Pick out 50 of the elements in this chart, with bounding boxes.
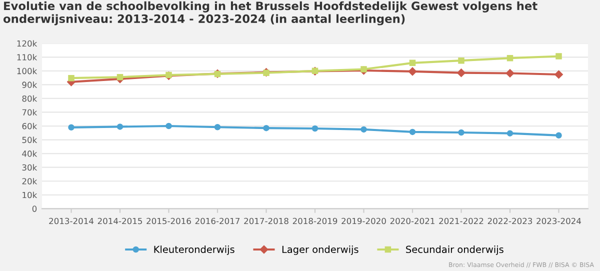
y-tick-label: 60k xyxy=(22,122,38,130)
y-tick-label: 90k xyxy=(22,82,38,88)
x-tick-label: 2017-2018 xyxy=(244,218,288,224)
legend-label: Secundair onderwijs xyxy=(406,246,504,255)
point xyxy=(556,53,562,60)
y-tick-label: 120k xyxy=(17,40,38,47)
x-tick-label: 2023-2024 xyxy=(536,218,581,224)
legend-label: Lager onderwijs xyxy=(282,246,358,255)
point xyxy=(506,130,514,136)
point xyxy=(116,74,124,80)
point xyxy=(409,60,416,66)
point xyxy=(457,68,466,77)
point xyxy=(116,124,124,130)
x-tick-label: 2019-2020 xyxy=(342,218,386,224)
x-tick-label: 2018-2019 xyxy=(292,218,338,224)
y-tick-label: 0 xyxy=(32,206,37,212)
x-tick-label: 2015-2016 xyxy=(146,218,191,224)
x-tick-label: 2020-2021 xyxy=(390,218,434,224)
point xyxy=(409,128,416,136)
x-tick-label: 2021-2022 xyxy=(439,218,484,224)
point xyxy=(458,129,464,136)
y-tick-label: 110k xyxy=(17,54,38,60)
point xyxy=(458,57,464,64)
y-tick-label: 20k xyxy=(22,178,38,184)
y-tick-label: 100k xyxy=(17,68,38,74)
point xyxy=(312,125,318,132)
point xyxy=(408,67,417,76)
point xyxy=(263,124,270,132)
x-tick-label: 2014-2015 xyxy=(98,218,142,224)
legend-label: Kleuteronderwijs xyxy=(154,246,234,255)
y-tick-label: 40k xyxy=(22,150,38,157)
y-tick-label: 30k xyxy=(22,164,38,171)
point xyxy=(360,66,367,72)
point xyxy=(506,54,514,62)
y-tick-label: 50k xyxy=(22,136,38,144)
point xyxy=(214,124,221,130)
y-tick-label: 80k xyxy=(22,95,38,102)
x-tick-label: 2013-2014 xyxy=(49,218,94,224)
point xyxy=(166,122,172,130)
y-tick-label: 10k xyxy=(22,192,38,198)
x-tick-label: 2022-2023 xyxy=(488,218,532,224)
point xyxy=(360,126,367,133)
point xyxy=(506,69,514,78)
point xyxy=(556,132,562,139)
y-tick-label: 70k xyxy=(22,109,38,116)
point xyxy=(68,74,74,82)
point xyxy=(68,124,74,131)
x-tick-label: 2016-2017 xyxy=(195,218,240,224)
point xyxy=(554,70,563,79)
chart-title: Evolutie van de schoolbevolking in het Brussels Hoofdstedelijk Gewest volgens het onderwijsniveau: 2013-2014 - 2023-2024 (in aantal leerlingen) xyxy=(3,1,538,26)
